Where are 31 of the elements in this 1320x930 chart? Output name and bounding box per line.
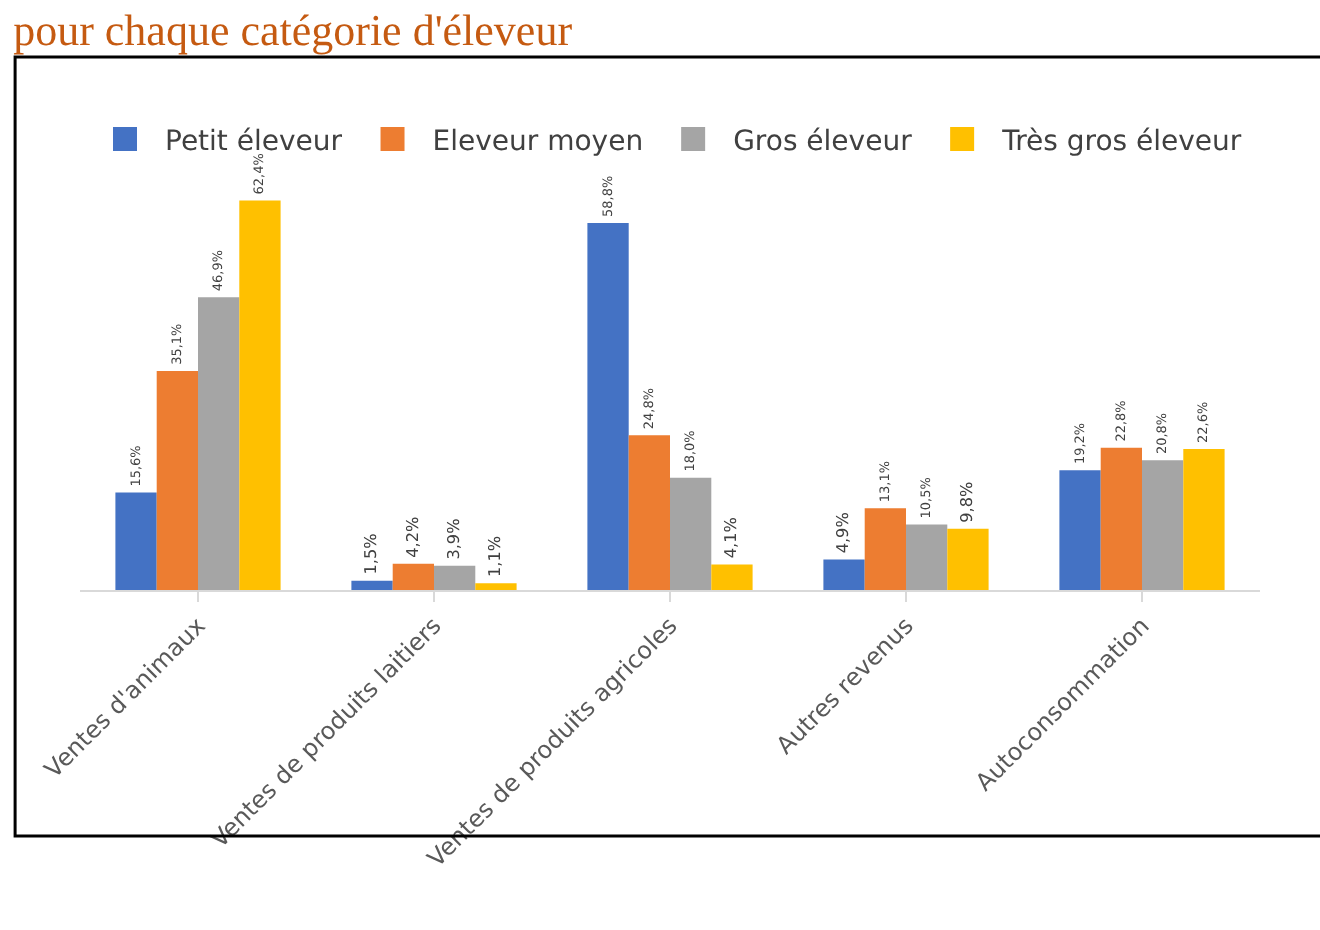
bar bbox=[1142, 460, 1184, 590]
bar bbox=[239, 200, 281, 590]
bar bbox=[156, 370, 198, 590]
data-label: 1,1% bbox=[484, 535, 505, 578]
legend-label: Eleveur moyen bbox=[432, 125, 644, 158]
data-label: 4,1% bbox=[720, 516, 741, 559]
data-label: 4,2% bbox=[401, 515, 422, 558]
bar bbox=[864, 508, 906, 590]
bar bbox=[823, 559, 865, 590]
bar bbox=[351, 580, 393, 590]
bar bbox=[1100, 447, 1142, 590]
legend-label: Gros éleveur bbox=[733, 125, 913, 158]
bar bbox=[711, 564, 753, 590]
bar bbox=[906, 524, 948, 590]
data-label: 1,5% bbox=[360, 532, 381, 575]
bar bbox=[392, 563, 434, 590]
bar bbox=[434, 565, 476, 590]
bar bbox=[1183, 448, 1225, 590]
bar bbox=[947, 528, 989, 590]
bar bbox=[115, 492, 157, 590]
bar bbox=[628, 435, 670, 590]
bar bbox=[1059, 470, 1101, 590]
chart-title: pour chaque catégorie d'éleveur bbox=[13, 4, 574, 55]
bar bbox=[198, 297, 240, 590]
data-label: 4,9% bbox=[832, 511, 853, 554]
data-label: 9,8% bbox=[956, 480, 977, 523]
bar bbox=[587, 222, 629, 590]
legend-label: Très gros éleveur bbox=[1000, 125, 1242, 158]
bar bbox=[670, 477, 712, 590]
data-label: 3,9% bbox=[443, 517, 464, 560]
bar bbox=[475, 583, 517, 590]
